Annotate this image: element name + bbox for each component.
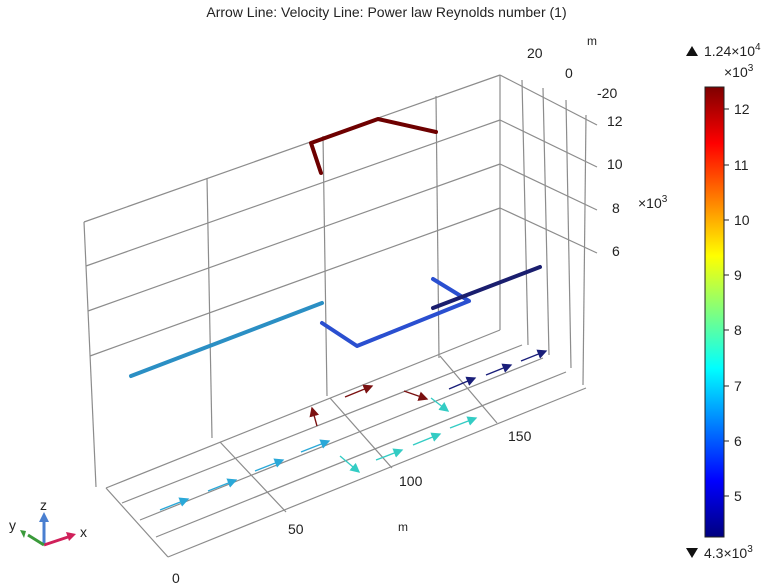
y-tick-label: 20 xyxy=(527,45,543,61)
z-tick-label: 12 xyxy=(607,113,623,129)
wall-hline-10 xyxy=(85,119,501,267)
velocity-arrow xyxy=(207,478,238,492)
x-axis-unit: m xyxy=(398,520,408,534)
color-legend: 1.24×104 ×103 12 11 10 9 8 7 6 5 4.3×103 xyxy=(686,42,761,561)
floor-line-2 xyxy=(121,344,523,504)
side-vline-b xyxy=(521,79,529,346)
triad-y-arrowhead xyxy=(20,530,26,538)
colorbar-tick-label: 8 xyxy=(734,322,742,338)
floor-line-4 xyxy=(155,371,567,538)
velocity-arrow xyxy=(300,439,331,453)
wall-vline-50 xyxy=(206,177,213,439)
wall-vline-150 xyxy=(435,95,440,359)
floor-cross-50 xyxy=(219,441,287,513)
colorbar-tick-label: 5 xyxy=(734,488,742,504)
x-tick-label: 150 xyxy=(508,428,532,444)
axis-orientation-triad[interactable]: z x y xyxy=(9,497,87,547)
velocity-arrow xyxy=(430,397,450,412)
side-vline-e xyxy=(582,114,587,386)
velocity-arrow xyxy=(344,384,374,398)
triad-x-label: x xyxy=(80,524,87,540)
velocity-arrow xyxy=(449,416,478,429)
floor-cross-150 xyxy=(439,355,498,424)
colorbar-tick-label: 7 xyxy=(734,378,742,394)
z-axis-multiplier: ×103 xyxy=(638,194,668,211)
triad-x-axis xyxy=(43,535,69,547)
z-tick-label: 6 xyxy=(612,243,620,259)
z-tick-label: 10 xyxy=(607,156,623,172)
velocity-arrow xyxy=(520,349,548,362)
side-hline-6 xyxy=(499,207,598,254)
line-segment-blue xyxy=(320,277,471,348)
y-axis-unit: m xyxy=(587,34,597,48)
colorbar-max-label: 1.24×104 xyxy=(704,42,761,59)
colorbar-gradient xyxy=(704,86,725,538)
z-tick-label: 8 xyxy=(612,200,620,216)
x-tick-label: 0 xyxy=(172,570,180,586)
floor-line-1 xyxy=(105,329,501,489)
velocity-arrow xyxy=(412,432,442,446)
side-hline-8 xyxy=(499,163,598,211)
triad-y-axis xyxy=(27,533,45,547)
y-tick-label: 0 xyxy=(565,65,573,81)
triad-x-arrowhead xyxy=(66,532,76,541)
side-wall-grid xyxy=(499,74,598,386)
velocity-arrow xyxy=(375,448,404,461)
colorbar-tick-label: 12 xyxy=(734,101,750,117)
velocity-arrow xyxy=(339,455,361,473)
min-triangle-icon xyxy=(686,548,698,558)
triad-z-label: z xyxy=(40,497,47,513)
velocity-arrow xyxy=(485,363,513,376)
x-tick-label: 100 xyxy=(399,473,423,489)
colorbar-min-label: 4.3×103 xyxy=(704,544,753,561)
x-tick-label: 50 xyxy=(288,521,304,537)
colorbar-tick-label: 11 xyxy=(734,157,749,173)
wall-vline-100 xyxy=(322,135,328,397)
velocity-arrows xyxy=(159,349,548,511)
side-hline-10 xyxy=(499,119,598,168)
y-tick-label: -20 xyxy=(597,85,617,101)
velocity-arrow xyxy=(254,458,285,472)
side-hline-12 xyxy=(499,74,598,126)
colorbar-multiplier: ×103 xyxy=(724,63,754,80)
line-segment-navy xyxy=(431,265,542,310)
floor-line-5 xyxy=(167,387,587,558)
z-axis-labels: 12 10 8 6 ×103 xyxy=(607,113,668,259)
plot-title: Arrow Line: Velocity Line: Power law Rey… xyxy=(206,4,567,20)
max-triangle-icon xyxy=(686,46,698,56)
triad-z-arrowhead xyxy=(39,512,49,522)
velocity-arrow xyxy=(159,497,190,511)
triad-y-label: y xyxy=(9,517,16,533)
line-segment-teal xyxy=(129,301,324,378)
velocity-arrow xyxy=(403,390,429,401)
reynolds-lines xyxy=(129,117,542,378)
y-axis-labels: 20 0 -20 m xyxy=(527,34,617,101)
floor-cross-0 xyxy=(105,487,169,558)
colorbar-tick-label: 10 xyxy=(734,212,750,228)
velocity-arrow xyxy=(309,406,319,427)
x-axis-labels: 0 50 100 150 m xyxy=(172,428,532,586)
wall-hline-12 xyxy=(83,74,501,223)
wall-hline-8 xyxy=(87,163,501,312)
side-vline-c xyxy=(542,87,550,356)
side-vline-d xyxy=(565,99,572,369)
colorbar-tick-label: 9 xyxy=(734,267,742,283)
line-segment-dark-red xyxy=(309,117,438,175)
floor-cross-100 xyxy=(329,397,393,469)
wall-hline-6 xyxy=(89,207,501,357)
velocity-arrow xyxy=(448,376,477,390)
wall-vline-0 xyxy=(83,221,97,488)
colorbar-tick-label: 6 xyxy=(734,433,742,449)
floor-line-3 xyxy=(139,357,544,521)
back-wall-grid xyxy=(83,74,501,488)
